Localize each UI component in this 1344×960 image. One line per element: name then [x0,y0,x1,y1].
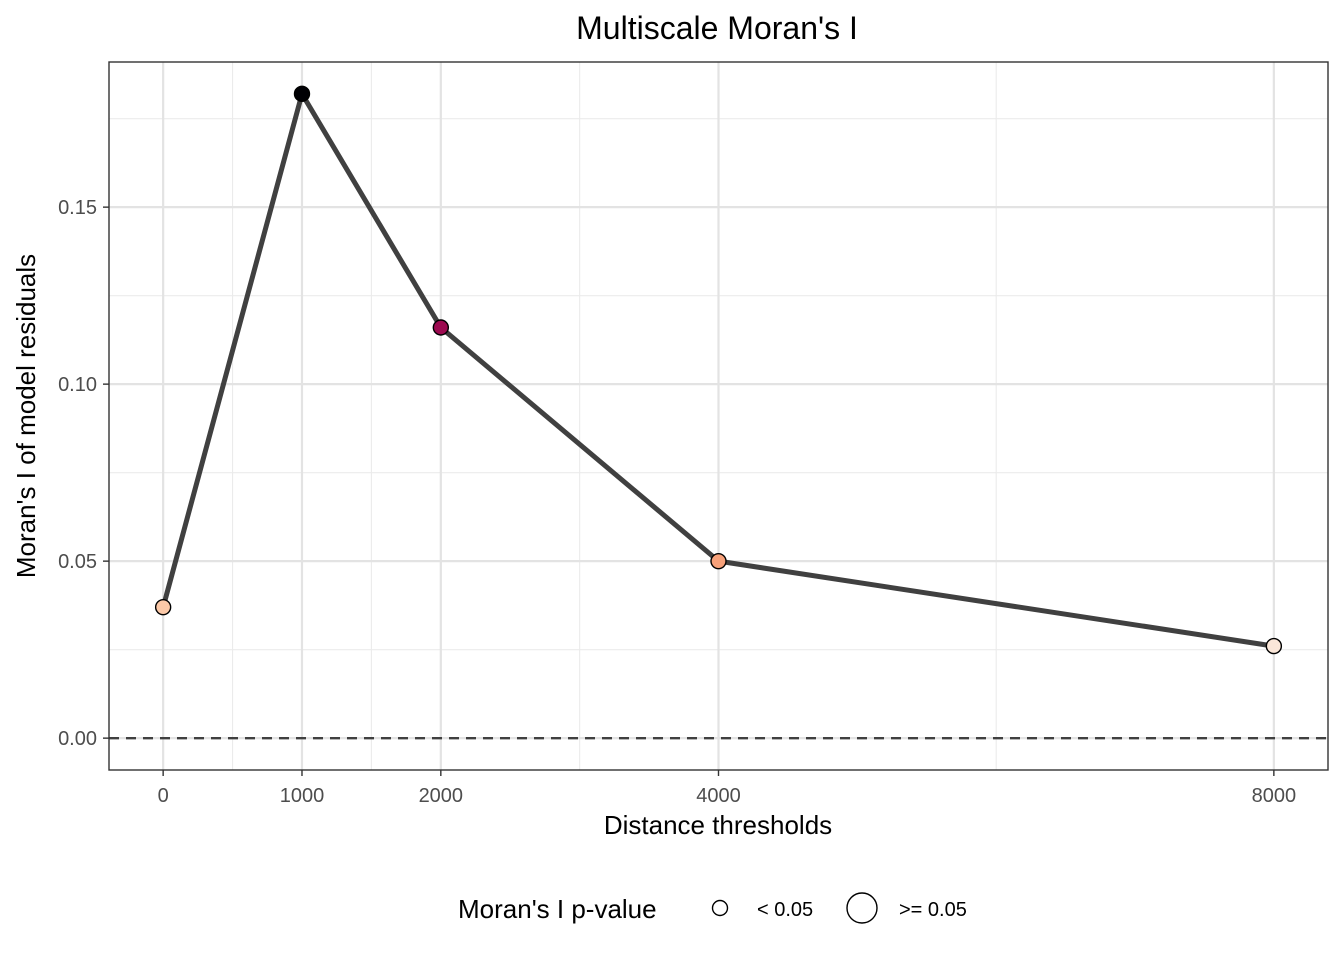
data-points [154,85,1283,655]
x-axis: 0 1000 2000 4000 8000 [158,770,1297,807]
x-tick-label: 2000 [419,785,464,807]
data-point-8000 [1265,637,1283,655]
legend-label-small: < 0.05 [757,899,813,921]
x-tick-label: 8000 [1252,785,1297,807]
data-point-4000 [710,552,727,570]
x-tick-label: 1000 [280,785,325,807]
y-tick-label: 0.10 [58,374,97,396]
data-point-2000 [432,319,450,336]
data-point-0 [154,598,172,616]
legend: Moran's I p-value < 0.05 >= 0.05 [458,892,967,924]
data-point-1000 [293,85,311,103]
x-tick-label: 0 [158,785,169,807]
y-tick-label: 0.05 [58,551,97,573]
legend-title: Moran's I p-value [458,894,657,924]
y-tick-label: 0.15 [58,197,97,219]
legend-key-large-circle [846,892,878,924]
legend-label-large: >= 0.05 [899,899,967,921]
y-tick-label: 0.00 [58,728,97,750]
x-axis-title: Distance thresholds [604,810,832,840]
legend-key-small-circle [711,899,729,917]
x-tick-label: 4000 [696,785,741,807]
y-axis: 0.00 0.05 0.10 0.15 [58,197,109,750]
y-axis-title: Moran's I of model residuals [11,254,41,578]
chart-title: Multiscale Moran's I [576,10,858,46]
plot-panel [108,61,1329,771]
